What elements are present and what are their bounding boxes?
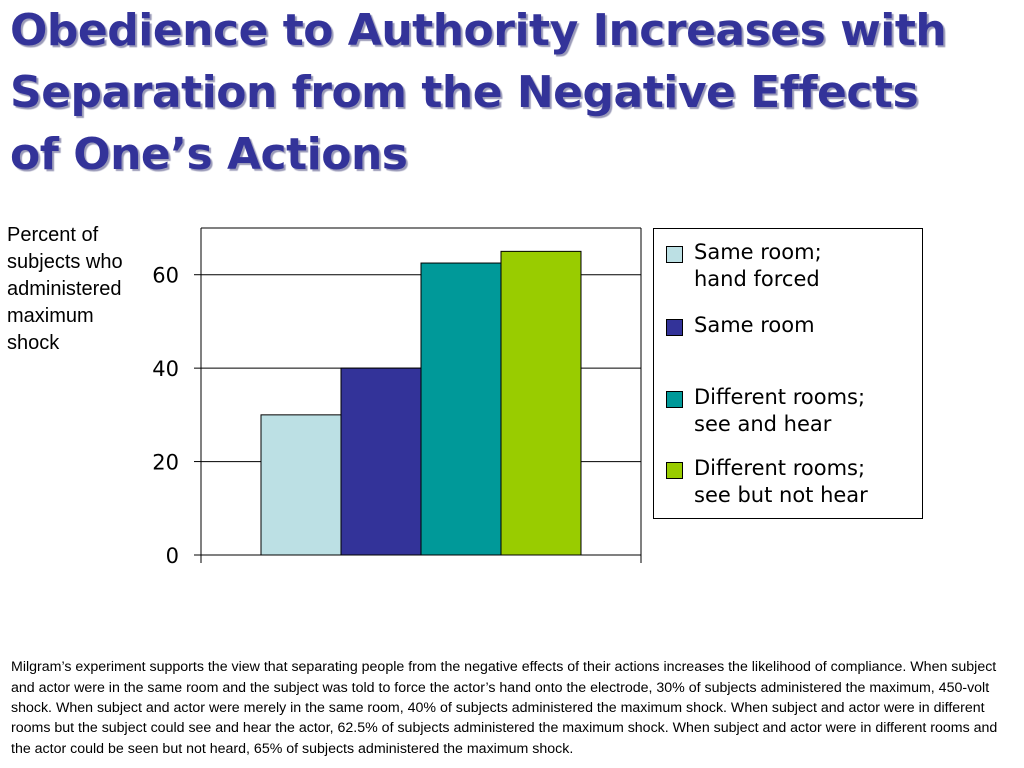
slide-title: Obedience to Authority Increases with Se…	[10, 0, 1010, 186]
legend-label: Different rooms; see and hear	[694, 384, 865, 438]
y-axis-label: Percent of subjects who administered max…	[7, 222, 147, 357]
legend-swatch	[666, 246, 683, 263]
legend-label-line: Same room	[694, 313, 815, 337]
bar-2	[340, 367, 422, 556]
legend-label: Different rooms; see but not hear	[694, 455, 868, 509]
y-tick-label: 20	[152, 451, 179, 475]
legend-label: Same room; hand forced	[694, 239, 822, 293]
legend-label-line: hand forced	[694, 267, 820, 291]
y-tick-label: 0	[166, 544, 179, 568]
legend-label: Same room	[694, 312, 815, 339]
legend-label-line: Different rooms;	[694, 456, 866, 480]
figure-caption: Milgram’s experiment supports the view t…	[11, 659, 998, 757]
title-line-3: of One’s Actions	[10, 129, 408, 180]
chart-legend: Same room; hand forced Same room Differe…	[653, 228, 923, 519]
legend-swatch	[666, 391, 683, 408]
y-axis-label-line: administered	[7, 278, 122, 300]
bar-1	[260, 414, 342, 556]
title-line-1: Obedience to Authority Increases with	[10, 5, 947, 56]
y-tick-label: 60	[152, 264, 179, 288]
y-axis-label-line: maximum	[7, 305, 94, 327]
legend-label-line: Different rooms;	[694, 385, 866, 409]
legend-label-line: Same room;	[694, 240, 822, 264]
legend-label-line: see but not hear	[694, 483, 868, 507]
legend-swatch	[666, 462, 683, 479]
y-axis-label-line: subjects who	[7, 251, 123, 273]
bar-4	[500, 250, 582, 556]
legend-swatch	[666, 319, 683, 336]
title-line-2: Separation from the Negative Effects	[10, 67, 919, 118]
y-axis-label-line: shock	[7, 332, 60, 354]
legend-label-line: see and hear	[694, 412, 832, 436]
bar-3	[420, 262, 502, 556]
y-axis-label-line: Percent of	[7, 224, 99, 246]
y-tick-label: 40	[152, 357, 179, 381]
